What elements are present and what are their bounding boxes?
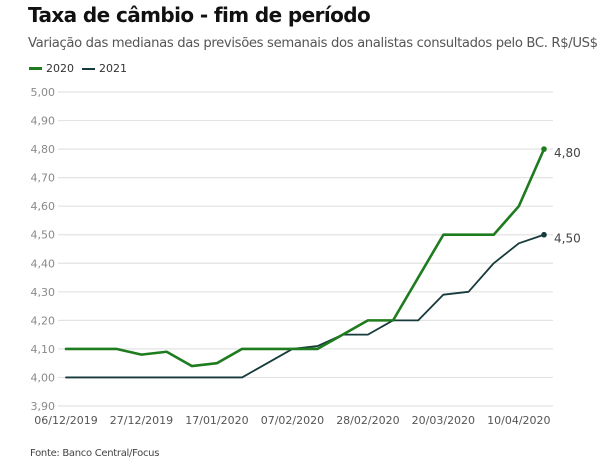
y-tick-label: 4,20 — [31, 314, 56, 327]
legend-item-2021[interactable]: 2021 — [82, 62, 127, 75]
end-label-2020: 4,80 — [554, 146, 581, 160]
end-point-2021[interactable] — [541, 231, 547, 238]
y-tick-label: 4,10 — [31, 343, 56, 356]
y-tick-label: 5,00 — [31, 86, 56, 99]
legend-swatch-2020 — [29, 67, 42, 70]
x-tick-label: 20/03/2020 — [412, 414, 475, 427]
x-tick-label: 06/12/2019 — [34, 414, 97, 427]
y-tick-label: 4,90 — [31, 115, 56, 128]
source-note: Fonte: Banco Central/Focus — [30, 448, 160, 459]
x-tick-label: 27/12/2019 — [110, 414, 173, 427]
x-tick-label: 28/02/2020 — [336, 414, 399, 427]
series-line-2020[interactable] — [64, 147, 546, 368]
gridlines — [58, 91, 553, 407]
legend-label-2021: 2021 — [99, 62, 127, 75]
y-tick-label: 4,70 — [31, 172, 56, 185]
end-label-2021: 4,50 — [554, 232, 581, 246]
y-tick-label: 4,50 — [31, 229, 56, 242]
legend-label-2020: 2020 — [46, 62, 74, 75]
y-tick-label: 4,60 — [31, 200, 56, 213]
x-tick-label: 10/04/2020 — [487, 414, 550, 427]
y-tick-label: 4,80 — [31, 143, 56, 156]
legend-item-2020[interactable]: 2020 — [29, 62, 74, 75]
end-point-2020[interactable] — [541, 146, 547, 152]
chart-title: Taxa de câmbio - fim de período — [28, 3, 371, 27]
legend-swatch-2021 — [82, 67, 95, 70]
end-labels: 4,50 4,80 — [554, 146, 581, 246]
y-tick-label: 4,30 — [31, 286, 56, 299]
x-tick-label: 17/01/2020 — [185, 414, 248, 427]
y-tick-label: 4,00 — [31, 371, 56, 384]
x-tick-label: 07/02/2020 — [261, 414, 324, 427]
series-line-2021[interactable] — [65, 233, 545, 379]
legend: 2020 2021 — [29, 62, 135, 75]
y-tick-label: 4,40 — [31, 257, 56, 270]
x-axis-ticks: 06/12/2019 27/12/2019 17/01/2020 07/02/2020… — [34, 414, 550, 427]
series-lines — [64, 146, 547, 379]
y-axis-ticks: 5,00 4,90 4,80 4,70 4,60 4,50 4,40 4,30 4,20 4,10… — [31, 86, 56, 413]
y-tick-label: 3,90 — [31, 400, 56, 413]
chart-subtitle: Variação das medianas das previsões sema… — [28, 36, 598, 51]
